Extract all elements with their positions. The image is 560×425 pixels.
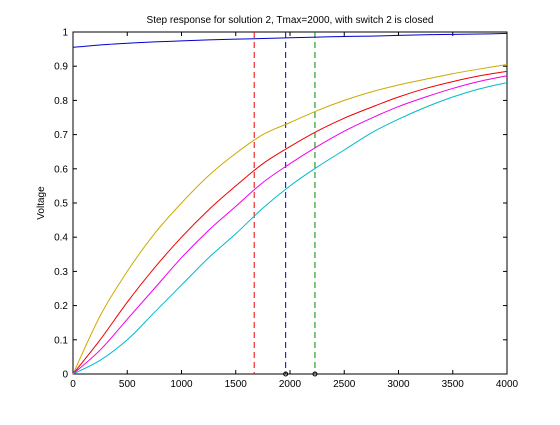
y-tick-label: 0.8 <box>54 96 68 107</box>
y-tick-label: 0.1 <box>54 335 68 346</box>
series-line-2 <box>72 63 508 375</box>
x-tick-label: 3500 <box>442 379 465 390</box>
y-tick-label: 0.6 <box>54 164 68 175</box>
y-tick-label: 0 <box>62 370 68 381</box>
plot-area: 0 500 1000 1500 2000 2500 3000 3500 4000 0 0.1 0.2 0… <box>54 28 518 391</box>
x-tick-label: 4000 <box>496 379 519 390</box>
axis-point-marker <box>283 371 289 377</box>
x-tick-label: 0 <box>70 379 76 390</box>
chart-title: Step response for solution 2, Tmax=2000,… <box>147 15 434 26</box>
y-tick-label: 0.2 <box>54 301 68 312</box>
series-line-4 <box>72 75 508 375</box>
x-tick-label: 3000 <box>387 379 410 390</box>
y-axis-label: Voltage <box>36 186 47 220</box>
axis-point-marker <box>312 371 318 377</box>
x-tick-label: 1500 <box>225 379 248 390</box>
y-tick-label: 0.9 <box>54 62 68 73</box>
x-tick-label: 1000 <box>170 379 193 390</box>
y-tick-label: 1 <box>62 28 68 39</box>
y-tick-label: 0.4 <box>54 233 68 244</box>
y-tick-label: 0.5 <box>54 199 68 210</box>
y-tick-label: 0.3 <box>54 267 68 278</box>
series-line-5 <box>72 82 508 375</box>
x-tick-label: 2000 <box>279 379 302 390</box>
series-line-3 <box>72 70 508 375</box>
x-tick-label: 2500 <box>333 379 356 390</box>
y-tick-label: 0.7 <box>54 130 68 141</box>
series-line-1 <box>72 32 508 48</box>
axes-frame <box>72 31 508 375</box>
x-tick-label: 500 <box>119 379 136 390</box>
